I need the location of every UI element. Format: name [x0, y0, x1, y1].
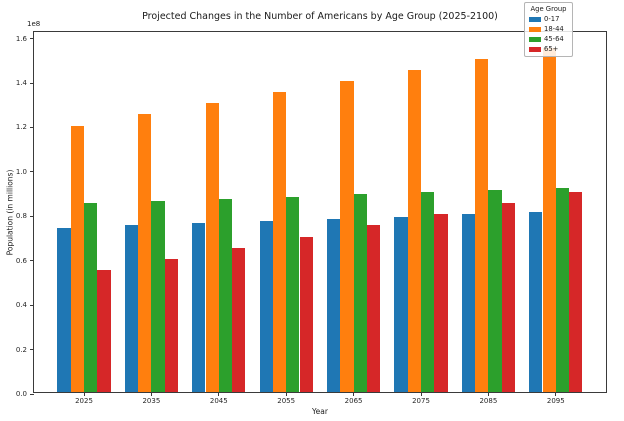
x-tick-label: 2075 — [412, 397, 430, 405]
bar-65+-2035 — [164, 258, 178, 392]
legend-title: Age Group — [530, 5, 567, 13]
x-tick-label: 2035 — [142, 397, 161, 405]
x-tick-label: 2085 — [479, 397, 498, 405]
x-tick — [83, 392, 85, 396]
bar-65+-2045 — [232, 247, 246, 392]
legend-entry-45-64: 45-64 — [529, 35, 568, 43]
y-tick-label: 1.6 — [15, 34, 27, 43]
x-tick — [420, 392, 422, 396]
legend-label: 0-17 — [544, 15, 560, 23]
bar-65+-2075 — [434, 214, 448, 392]
y-tick — [30, 126, 34, 128]
plot-area: 0.0 0.2 0.4 0.6 0.8 1.0 1.2 1.4 1.6 2025 2035 2045 2… — [16, 31, 607, 405]
legend-swatch-0-17 — [529, 16, 541, 22]
y-axis-offset-label: 1e8 — [27, 20, 41, 28]
y-tick-label: 0.0 — [15, 390, 27, 398]
bar-0-17-2025 — [57, 227, 71, 392]
x-tick-label: 2095 — [546, 397, 565, 405]
y-tick-label: 0.6 — [15, 256, 27, 265]
bar-65+-2025 — [97, 269, 111, 392]
bar-45-64-2025 — [84, 203, 98, 392]
legend-entry-0-17: 0-17 — [529, 15, 568, 23]
bar-45-64-2055 — [286, 196, 300, 392]
bar-45-64-2035 — [151, 201, 165, 392]
bar-0-17-2085 — [461, 214, 476, 392]
bar-18-44-2075 — [407, 69, 421, 392]
x-tick — [555, 392, 557, 396]
y-tick-label: 0.8 — [15, 212, 27, 221]
bar-45-64-2045 — [218, 198, 233, 392]
bar-65+-2055 — [299, 236, 313, 392]
y-tick — [30, 215, 34, 217]
x-tick-label: 2025 — [75, 397, 93, 405]
bar-0-17-2055 — [259, 221, 273, 392]
bar-45-64-2085 — [488, 189, 502, 392]
legend-swatch-45-64 — [529, 36, 541, 42]
legend-entry-65+: 65+ — [529, 45, 568, 53]
bar-45-64-2075 — [421, 192, 435, 392]
bar-18-44-2055 — [272, 92, 287, 392]
legend-swatch-65+ — [529, 46, 541, 52]
y-tick — [30, 349, 34, 351]
bar-0-17-2095 — [529, 212, 543, 392]
x-tick-label: 2045 — [209, 397, 228, 405]
y-tick-label: 1.0 — [15, 167, 27, 176]
bar-45-64-2065 — [353, 194, 367, 392]
y-tick-label: 0.4 — [15, 301, 27, 310]
bar-18-44-2025 — [70, 125, 84, 392]
bar-0-17-2035 — [124, 225, 139, 392]
bar-65+-2095 — [569, 192, 583, 392]
y-tick — [30, 82, 34, 84]
y-tick — [30, 38, 34, 40]
x-tick-label: 2065 — [344, 397, 363, 405]
legend-entries: 0-17 18-44 45-64 65+ — [529, 15, 568, 53]
bar-18-44-2035 — [138, 114, 152, 392]
legend-label: 65+ — [544, 45, 559, 53]
chart-title: Projected Changes in the Number of Ameri… — [142, 11, 498, 22]
bar-18-44-2065 — [340, 81, 354, 392]
y-tick — [30, 171, 34, 173]
y-axis-label: Population (in millions) — [5, 169, 15, 255]
legend-swatch-18-44 — [529, 26, 541, 32]
bar-18-44-2095 — [542, 47, 556, 392]
x-tick — [150, 392, 152, 396]
x-tick — [353, 392, 355, 396]
y-tick — [30, 393, 34, 395]
bar-65+-2085 — [501, 203, 515, 392]
bar-0-17-2075 — [394, 216, 408, 392]
legend-entry-18-44: 18-44 — [529, 25, 568, 33]
legend-label: 18-44 — [544, 25, 564, 33]
bar-18-44-2045 — [205, 103, 219, 392]
bar-0-17-2045 — [192, 223, 206, 392]
y-tick — [30, 304, 34, 306]
x-tick — [218, 392, 220, 396]
y-tick-label: 1.4 — [15, 79, 27, 88]
x-tick — [285, 392, 287, 396]
legend: Age Group 0-17 18-44 45-64 65+ — [524, 2, 573, 57]
bar-45-64-2095 — [555, 187, 570, 392]
bar-65+-2065 — [366, 225, 381, 392]
x-tick-label: 2055 — [277, 397, 296, 405]
bar-0-17-2065 — [327, 218, 341, 392]
y-tick — [30, 260, 34, 262]
bar-18-44-2085 — [475, 58, 489, 392]
y-tick-label: 1.2 — [15, 123, 27, 132]
x-tick — [487, 392, 489, 396]
x-axis-label: Year — [312, 407, 328, 416]
legend-label: 45-64 — [544, 35, 564, 43]
y-tick-label: 0.2 — [15, 345, 27, 354]
